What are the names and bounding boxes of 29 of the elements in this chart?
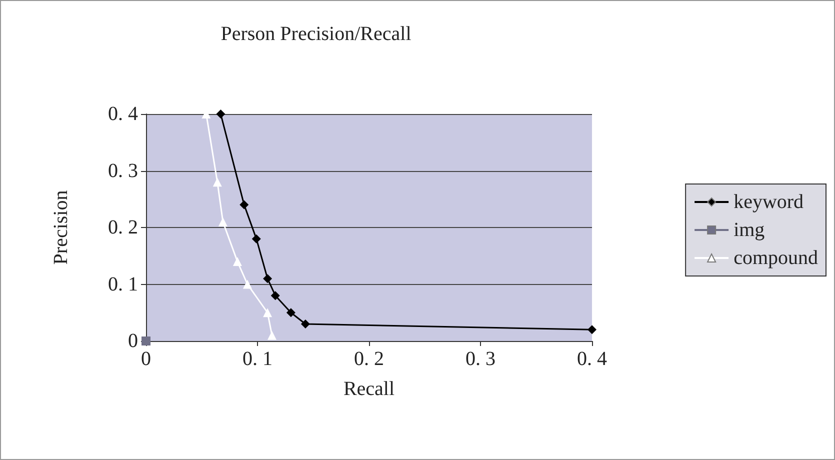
y-axis-title: Precision [50, 190, 72, 265]
legend-label: img [734, 219, 765, 241]
legend-label: keyword [734, 191, 804, 213]
y-tick-label: 0. 3 [108, 160, 138, 182]
x-tick-label: 0. 2 [354, 348, 384, 370]
y-tick-label: 0. 2 [108, 216, 138, 238]
point [267, 330, 276, 340]
x-tick-label: 0. 4 [577, 348, 607, 370]
point [242, 280, 252, 289]
point [252, 234, 261, 244]
y-tick-label: 0. 1 [108, 273, 138, 296]
y-tick-label: 0. 4 [108, 103, 138, 125]
legend-label: compound [734, 247, 818, 269]
x-tick-label: 0. 1 [242, 348, 272, 370]
point [300, 319, 310, 328]
point [240, 200, 249, 210]
point [218, 217, 228, 226]
point [588, 325, 596, 334]
point [270, 291, 280, 300]
point [216, 110, 226, 118]
point [212, 178, 222, 187]
chart-title: Person Precision/Recall [220, 23, 412, 45]
point [232, 257, 242, 266]
x-tick-label: 0. 3 [466, 348, 496, 370]
y-tick-label: 0 [128, 330, 138, 352]
point [263, 308, 272, 318]
point [286, 308, 296, 318]
point [263, 274, 272, 284]
x-axis-title: Recall [343, 378, 395, 400]
